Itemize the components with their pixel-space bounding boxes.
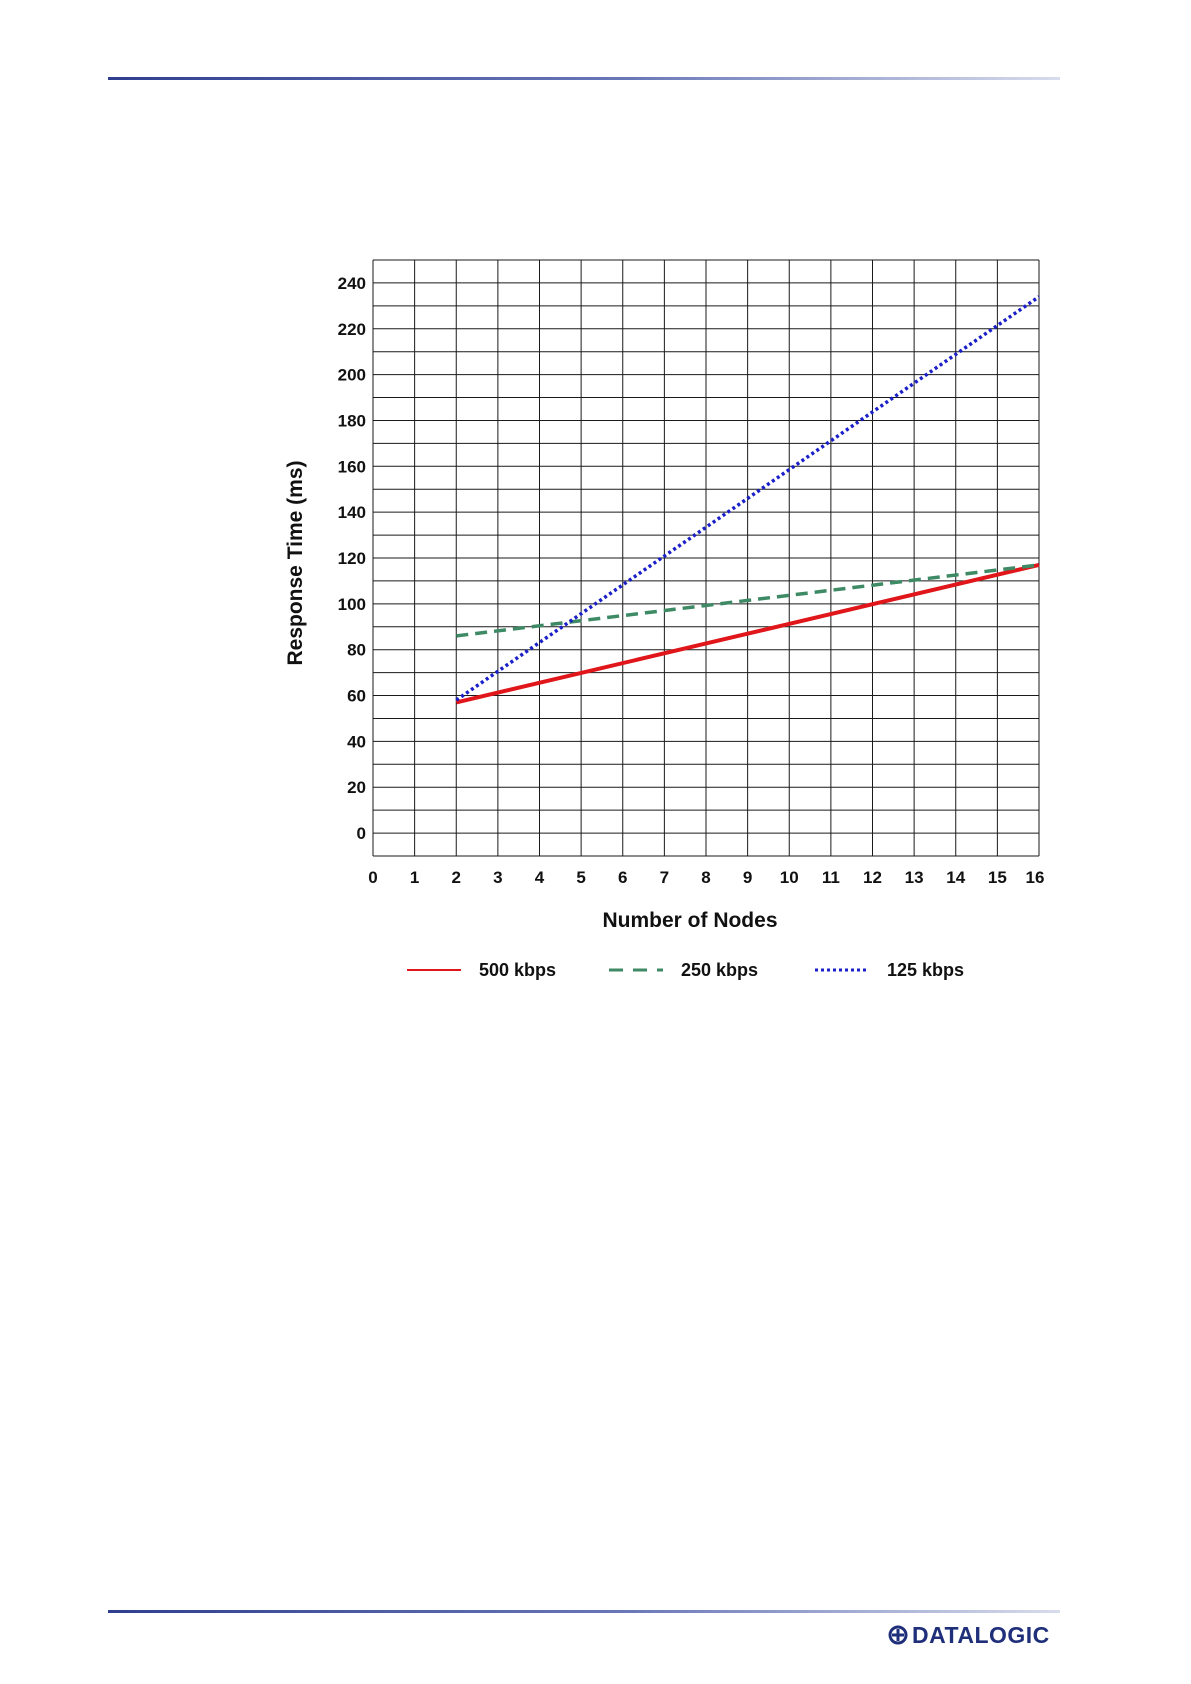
series-line-125-kbps [455, 295, 1040, 702]
x-tick-label: 6 [618, 868, 627, 887]
x-tick-label: 13 [905, 868, 924, 887]
y-tick-label: 240 [338, 274, 366, 293]
x-tick-label: 1 [410, 868, 419, 887]
header-rule [108, 77, 1060, 80]
y-tick-label: 20 [347, 778, 366, 797]
y-tick-label: 140 [338, 503, 366, 522]
datalogic-logo-icon [888, 1625, 908, 1645]
y-tick-label: 220 [338, 320, 366, 339]
x-tick-label: 14 [946, 868, 965, 887]
y-tick-label: 80 [347, 641, 366, 660]
series-line-250-kbps [456, 563, 1040, 638]
x-tick-label: 0 [368, 868, 377, 887]
x-tick-label: 10 [780, 868, 799, 887]
legend: 500 kbps 250 kbps 125 kbps [407, 960, 964, 980]
x-tick-label: 9 [743, 868, 752, 887]
y-axis-title: Response Time (ms) [284, 460, 307, 665]
legend-label: 500 kbps [479, 960, 556, 980]
series-line-500-kbps [455, 562, 1040, 705]
x-tick-label: 12 [863, 868, 882, 887]
x-tick-label: 3 [493, 868, 502, 887]
y-tick-label: 160 [338, 457, 366, 476]
y-tick-label: 100 [338, 595, 366, 614]
x-tick-label: 4 [535, 868, 545, 887]
y-tick-label: 40 [347, 732, 366, 751]
datalogic-logo-text: DATALOGIC [912, 1621, 1050, 1648]
y-tick-label: 180 [338, 411, 366, 430]
y-tick-label: 120 [338, 549, 366, 568]
x-tick-label: 16 [1026, 868, 1045, 887]
series-lines [455, 295, 1040, 705]
x-tick-label: 7 [660, 868, 669, 887]
legend-label: 125 kbps [887, 960, 964, 980]
x-tick-label: 5 [576, 868, 585, 887]
y-tick-label: 0 [357, 824, 366, 843]
x-tick-labels: 0 1 2 3 4 5 6 7 8 9 10 11 12 13 14 15 16 [368, 868, 1044, 887]
legend-label: 250 kbps [681, 960, 758, 980]
x-axis-title: Number of Nodes [602, 909, 777, 932]
y-tick-label: 200 [338, 366, 366, 385]
x-tick-label: 8 [701, 868, 710, 887]
chart-grid [372, 259, 1040, 857]
datalogic-logo: DATALOGIC [888, 1620, 1050, 1650]
y-tick-labels: 0 20 40 60 80 100 120 140 160 180 200 220 240 [338, 274, 366, 843]
x-tick-label: 15 [988, 868, 1007, 887]
x-tick-label: 2 [452, 868, 461, 887]
footer-rule [108, 1610, 1060, 1613]
x-tick-label: 11 [822, 868, 840, 887]
y-tick-label: 60 [347, 687, 366, 706]
